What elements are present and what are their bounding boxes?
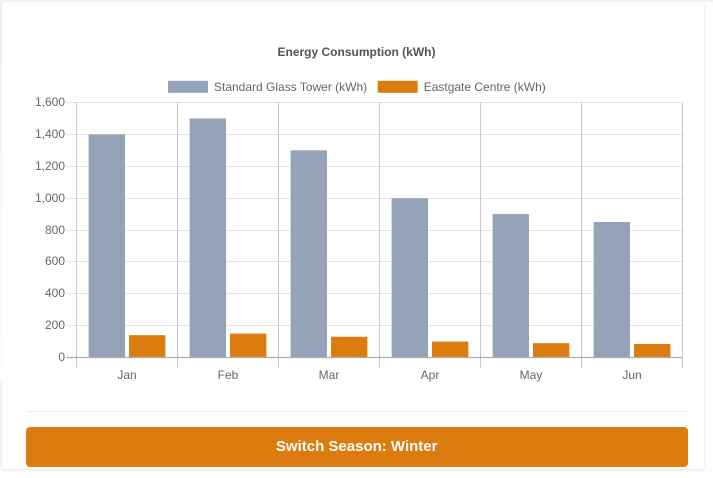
svg-text:1,600: 1,600 bbox=[35, 95, 65, 109]
svg-text:Energy Consumption (kWh): Energy Consumption (kWh) bbox=[278, 45, 436, 59]
svg-text:600: 600 bbox=[45, 254, 65, 268]
svg-text:Standard Glass Tower (kWh): Standard Glass Tower (kWh) bbox=[214, 80, 367, 94]
svg-text:0: 0 bbox=[58, 350, 65, 364]
svg-text:1,000: 1,000 bbox=[35, 191, 65, 205]
svg-text:Jun: Jun bbox=[622, 368, 641, 382]
svg-text:Mar: Mar bbox=[319, 368, 340, 382]
svg-text:Jan: Jan bbox=[117, 368, 136, 382]
svg-text:Apr: Apr bbox=[421, 368, 440, 382]
svg-text:800: 800 bbox=[45, 223, 65, 237]
svg-text:200: 200 bbox=[45, 318, 65, 332]
svg-text:May: May bbox=[520, 368, 543, 382]
svg-text:400: 400 bbox=[45, 286, 65, 300]
svg-text:1,200: 1,200 bbox=[35, 159, 65, 173]
svg-text:Eastgate Centre (kWh): Eastgate Centre (kWh) bbox=[424, 80, 546, 94]
svg-text:Feb: Feb bbox=[218, 368, 239, 382]
svg-text:1,400: 1,400 bbox=[35, 127, 65, 141]
